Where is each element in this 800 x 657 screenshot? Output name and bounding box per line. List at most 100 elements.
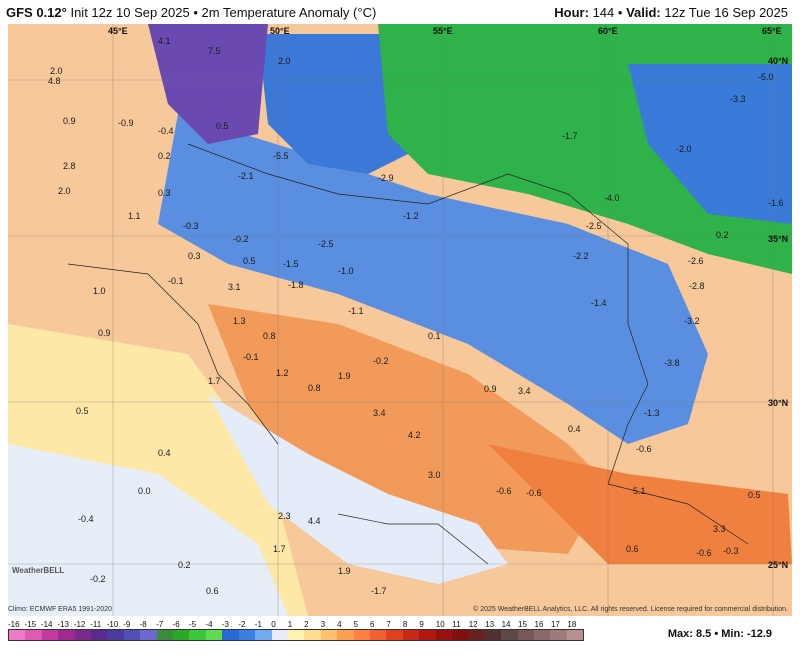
min-value: -12.9	[746, 628, 772, 640]
anomaly-value-label: -2.9	[378, 173, 394, 183]
title-right: Hour: 144 • Valid: 12z Tue 16 Sep 2025	[554, 5, 788, 20]
anomaly-value-label: -0.6	[496, 486, 512, 496]
colorbar-tick-label: -14	[40, 620, 53, 629]
colorbar-swatch	[25, 630, 42, 640]
colorbar-tick-label: 14	[501, 620, 511, 629]
lon-label: 60°E	[598, 26, 618, 36]
colorbar-swatch	[238, 630, 256, 640]
colorbar-tick-label: -3	[221, 620, 230, 629]
colorbar-swatches	[8, 629, 584, 641]
region-arabia-neutral	[8, 444, 288, 616]
anomaly-value-label: -0.9	[118, 118, 134, 128]
colorbar-tick-label: 2	[304, 620, 309, 629]
anomaly-value-label: -4.0	[604, 193, 620, 203]
anomaly-value-label: 1.0	[93, 286, 106, 296]
anomaly-value-label: 0.2	[178, 560, 191, 570]
colorbar-tick-label: 3	[320, 620, 326, 629]
colorbar-tick-label: 10	[435, 620, 445, 629]
anomaly-value-label: 3.0	[428, 470, 441, 480]
colorbar-tick-label: 11	[452, 620, 461, 629]
anomaly-value-label: -0.6	[526, 488, 542, 498]
lon-labels: 45°E 50°E 55°E 60°E 65°E	[108, 26, 782, 36]
anomaly-value-label: -1.2	[403, 211, 419, 221]
anomaly-value-label: -0.3	[723, 546, 739, 556]
anomaly-value-label: -0.6	[636, 444, 652, 454]
anomaly-value-label: 1.9	[338, 566, 351, 576]
anomaly-value-label: -2.8	[689, 281, 705, 291]
anomaly-value-label: 0.6	[626, 544, 639, 554]
anomaly-value-label: 7.5	[208, 46, 221, 56]
colorbar-swatch	[566, 630, 584, 640]
anomaly-value-label: -1.1	[348, 306, 364, 316]
anomaly-value-label: 1.3	[233, 316, 246, 326]
max-value: 8.5	[695, 628, 712, 640]
anomaly-value-label: 0.5	[216, 121, 229, 131]
anomaly-value-label: 0.3	[188, 251, 201, 261]
colorbar-swatch	[222, 630, 239, 640]
colorbar-swatch	[484, 630, 502, 640]
colorbar-swatch	[156, 630, 174, 640]
colorbar-tick-label: -5	[188, 620, 197, 629]
anomaly-value-label: 0.8	[308, 383, 321, 393]
anomaly-value-label: 2.8	[63, 161, 76, 171]
lon-label: 55°E	[433, 26, 453, 36]
title-left: GFS 0.12° Init 12z 10 Sep 2025 • 2m Temp…	[6, 5, 376, 20]
colorbar-swatch	[189, 630, 206, 640]
anomaly-value-label: 2.0	[278, 56, 291, 66]
colorbar-swatch	[435, 630, 452, 640]
region-caspian	[258, 34, 408, 174]
colorbar-swatch	[91, 630, 108, 640]
lon-label: 65°E	[762, 26, 782, 36]
anomaly-value-label: 4.2	[408, 430, 421, 440]
anomaly-value-label: 2.0	[50, 66, 63, 76]
anomaly-value-label: 0.9	[98, 328, 111, 338]
anomaly-value-label: 5.1	[633, 486, 646, 496]
anomaly-value-label: -2.2	[573, 251, 589, 261]
header: GFS 0.12° Init 12z 10 Sep 2025 • 2m Temp…	[0, 0, 800, 24]
colorbar-swatch	[205, 630, 223, 640]
field-name: 2m Temperature Anomaly (°C)	[201, 5, 377, 20]
anomaly-value-label: 1.7	[273, 544, 286, 554]
anomaly-value-label: -3.8	[664, 358, 680, 368]
colorbar-swatch	[468, 630, 485, 640]
anomaly-value-label: 0.9	[63, 116, 76, 126]
anomaly-value-label: -0.2	[233, 234, 249, 244]
anomaly-value-label: -5.0	[758, 72, 774, 82]
borders	[67, 143, 749, 565]
anomaly-value-label: -1.0	[338, 266, 354, 276]
colorbar-tick-label: -12	[73, 620, 86, 629]
anomaly-value-label: -2.0	[676, 144, 692, 154]
colorbar-tick-label: -8	[139, 620, 147, 629]
colorbar-tick-label: 18	[567, 620, 577, 629]
colorbar-tick-label: 16	[534, 620, 544, 629]
colorbar-tick-label: 7	[386, 620, 391, 629]
colorbar-tick-label: 1	[287, 620, 293, 629]
colorbar-tick-label: -4	[205, 620, 213, 629]
colorbar-swatch	[74, 630, 92, 640]
anomaly-value-label: 2.3	[278, 511, 291, 521]
anomaly-value-label: 0.9	[484, 384, 497, 394]
max-label: Max:	[667, 628, 693, 640]
colorbar-tick-label: -13	[57, 620, 69, 629]
colorbar-tick-label: -1	[254, 620, 262, 629]
region-east-cool	[628, 64, 792, 224]
colorbar-tick-label: -10	[106, 620, 119, 629]
anomaly-value-label: 0.4	[568, 424, 581, 434]
anomaly-value-label: 4.4	[308, 516, 321, 526]
colorbar-swatch	[41, 630, 59, 640]
anomaly-value-label: 1.2	[276, 368, 289, 378]
colorbar-tick-label: 17	[550, 620, 560, 629]
value-labels: 4.82.04.17.52.00.9 -0.9-0.4 0.50.22.82.0 0.…	[48, 36, 784, 596]
colorbar-swatch	[451, 630, 469, 640]
anomaly-value-label: 0.5	[76, 406, 89, 416]
valid-value: 12z Tue 16 Sep 2025	[664, 5, 788, 20]
anomaly-value-label: 3.1	[228, 282, 241, 292]
colorbar-swatch	[287, 630, 305, 640]
colorbar-swatch	[402, 630, 420, 640]
colorbar-tick-label: 6	[369, 620, 375, 629]
anomaly-value-label: -1.7	[371, 586, 387, 596]
init-time: Init 12z 10 Sep 2025	[70, 5, 190, 20]
anomaly-value-label: 3.3	[713, 524, 726, 534]
region-cool-band	[158, 114, 708, 444]
anomaly-value-label: -0.4	[78, 514, 94, 524]
